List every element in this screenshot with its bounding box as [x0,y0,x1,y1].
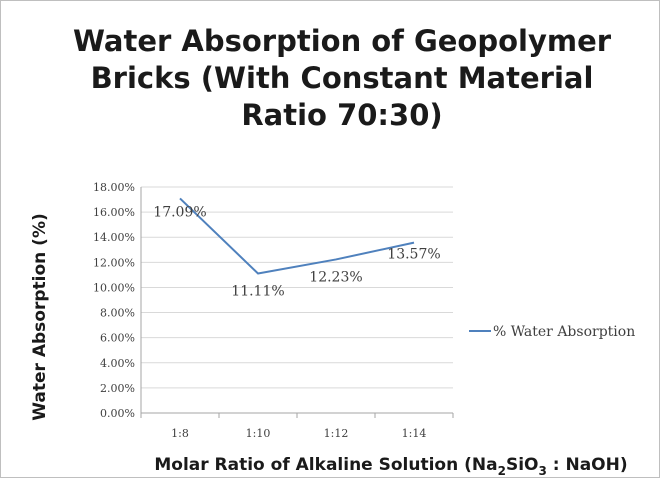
data-label: 17.09% [153,204,206,220]
title-line-2: Bricks (With Constant Material [91,61,594,95]
y-axis-title: Water Absorption (%) [30,213,50,420]
y-tick-label: 0.00% [100,407,135,420]
x-axis-title: Molar Ratio of Alkaline Solution (Na2SiO… [154,455,627,478]
axes [140,187,454,418]
x-tick-label: 1:12 [324,427,349,440]
y-tick-label: 10.00% [93,281,135,294]
legend: % Water Absorption [469,324,635,340]
chart-title: Water Absorption of Geopolymer Bricks (W… [73,24,612,132]
x-tick-label: 1:10 [246,427,271,440]
y-tick-label: 16.00% [93,206,135,219]
gridlines [141,186,453,389]
y-tick-label: 18.00% [93,181,135,194]
series [179,197,415,275]
x-tick-label: 1:14 [402,427,427,440]
y-tick-label: 6.00% [100,332,135,345]
title-line-1: Water Absorption of Geopolymer [73,24,612,58]
y-tick-label: 4.00% [100,357,135,370]
x-tick-label: 1:8 [171,427,189,440]
legend-label: % Water Absorption [493,324,635,340]
series-line [179,197,415,275]
tick-labels: 0.00% 2.00% 4.00% 6.00% 8.00% 10.00% 12.00% 14.… [93,181,426,440]
data-label: 13.57% [387,247,440,263]
y-tick-label: 2.00% [100,382,135,395]
data-labels: 17.09% 11.11% 12.23% 13.57% [153,204,440,299]
title-line-3: Ratio 70:30) [241,98,442,132]
y-tick-label: 14.00% [93,231,135,244]
data-label: 12.23% [309,269,362,285]
y-tick-label: 12.00% [93,256,135,269]
data-label: 11.11% [231,284,284,300]
y-tick-label: 8.00% [100,307,135,320]
